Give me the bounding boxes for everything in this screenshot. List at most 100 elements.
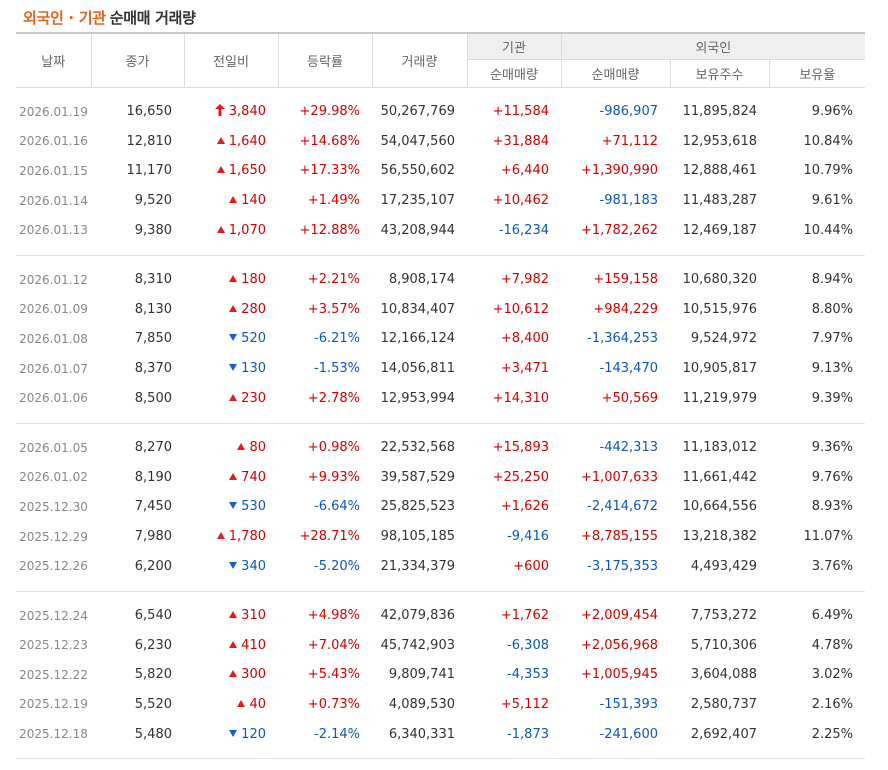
rate-cell-value: -6.21%	[314, 331, 360, 347]
change-cell: 130	[184, 354, 278, 384]
foreign-ratio-cell: 8.80%	[769, 295, 865, 325]
foreign-ratio-cell: 10.44%	[769, 215, 865, 245]
inst-net-cell: -4,353	[467, 660, 561, 690]
close-cell: 5,520	[91, 690, 184, 720]
close-cell-value: 6,540	[134, 608, 172, 624]
close-cell: 7,980	[91, 522, 184, 552]
table-row: 2025.12.29 7,980 1,780 +28.71% 98,105,185 -9,…	[16, 522, 865, 552]
foreign-net-cell-value: +984,229	[593, 301, 658, 317]
foreign-ratio-cell-value: 3.02%	[811, 667, 854, 683]
date-cell: 2025.12.24	[19, 608, 88, 623]
rate-cell: +12.88%	[278, 215, 372, 245]
change-value: 230	[241, 390, 266, 406]
rate-cell-value: +9.93%	[307, 469, 360, 485]
foreign-ratio-cell-value: 8.94%	[811, 272, 854, 288]
change-value: 740	[241, 469, 266, 485]
foreign-shares-cell-value: 12,953,618	[682, 133, 757, 149]
foreign-shares-cell-value: 3,604,088	[690, 667, 757, 683]
close-cell-value: 8,310	[134, 272, 172, 288]
inst-net-cell: -1,873	[467, 719, 561, 749]
date-cell: 2025.12.23	[19, 638, 88, 653]
change-cell: 300	[184, 660, 278, 690]
rate-cell-value: +12.88%	[299, 222, 360, 238]
change-value: 40	[249, 696, 266, 712]
table-row: 2026.01.09 8,130 280 +3.57% 10,834,407 +10,61…	[16, 295, 865, 325]
foreign-shares-cell-value: 5,710,306	[690, 637, 757, 653]
col-group-foreign: 외국인	[561, 33, 866, 60]
change-wrap: 230	[229, 391, 278, 406]
table-row: 2025.12.30 7,450 530 -6.64% 25,825,523 +1,626…	[16, 492, 865, 522]
inst-net-cell-value: +10,462	[492, 193, 549, 209]
inst-net-cell: +7,982	[467, 265, 561, 295]
foreign-net-cell: +8,785,155	[561, 522, 670, 552]
volume-cell: 54,047,560	[372, 127, 467, 157]
foreign-ratio-cell: 9.61%	[769, 186, 865, 216]
inst-net-cell: -16,234	[467, 215, 561, 245]
col-foreign-net: 순매매량	[561, 59, 671, 88]
date-cell: 2025.12.26	[19, 559, 88, 574]
up-triangle-icon	[229, 472, 238, 480]
foreign-shares-cell-value: 13,218,382	[682, 529, 757, 545]
row-spacer	[16, 423, 865, 433]
foreign-ratio-cell-value: 6.49%	[811, 608, 854, 624]
col-volume: 거래량	[372, 33, 468, 88]
foreign-net-cell: +50,569	[561, 383, 670, 413]
rate-cell-value: +17.33%	[299, 163, 360, 179]
volume-cell: 21,334,379	[372, 551, 467, 581]
foreign-ratio-cell-value: 9.76%	[811, 469, 854, 485]
rate-cell: +14.68%	[278, 127, 372, 157]
volume-cell-value: 42,079,836	[380, 608, 455, 624]
foreign-net-cell-value: +1,007,633	[580, 469, 658, 485]
section-title: 외국인 · 기관 순매매 거래량	[23, 7, 196, 28]
volume-cell-value: 9,809,741	[388, 667, 455, 683]
rate-cell: +0.73%	[278, 690, 372, 720]
change-wrap: 130	[229, 361, 278, 376]
volume-cell: 56,550,602	[372, 156, 467, 186]
up-triangle-icon	[216, 532, 225, 540]
rate-cell-value: -5.20%	[314, 558, 360, 574]
foreign-shares-cell: 11,483,287	[670, 186, 769, 216]
table-row: 2026.01.13 9,380 1,070 +12.88% 43,208,944 -16…	[16, 215, 865, 245]
foreign-shares-cell: 3,604,088	[670, 660, 769, 690]
col-change: 전일비	[184, 33, 279, 88]
inst-net-cell-value: -16,234	[498, 222, 549, 238]
change-cell: 40	[184, 690, 278, 720]
table-row: 2026.01.14 9,520 140 +1.49% 17,235,107 +10,46…	[16, 186, 865, 216]
up-triangle-icon	[216, 225, 225, 233]
foreign-net-cell-value: +1,390,990	[580, 163, 658, 179]
rate-cell-value: -2.14%	[314, 726, 360, 742]
rate-cell-value: -6.64%	[314, 499, 360, 515]
foreign-shares-cell-value: 4,493,429	[690, 558, 757, 574]
row-spacer	[16, 255, 865, 265]
change-wrap: 80	[237, 440, 278, 455]
change-value: 120	[241, 726, 266, 742]
foreign-net-cell-value: -143,470	[599, 361, 658, 377]
rate-cell: +9.93%	[278, 463, 372, 493]
inst-net-cell: +11,584	[467, 97, 561, 127]
inst-net-cell: +6,440	[467, 156, 561, 186]
change-cell: 140	[184, 186, 278, 216]
close-cell: 6,230	[91, 631, 184, 661]
close-cell-value: 8,130	[134, 301, 172, 317]
foreign-shares-cell-value: 11,183,012	[682, 440, 757, 456]
inst-net-cell-value: +7,982	[500, 272, 549, 288]
date-cell: 2026.01.07	[19, 361, 88, 376]
change-value: 130	[241, 361, 266, 377]
inst-net-cell: +1,626	[467, 492, 561, 522]
inst-net-cell-value: +1,626	[500, 499, 549, 515]
down-triangle-icon	[229, 729, 238, 737]
foreign-shares-cell: 12,953,618	[670, 127, 769, 157]
foreign-net-cell: +159,158	[561, 265, 670, 295]
inst-net-cell-value: -6,308	[507, 637, 549, 653]
volume-cell: 14,056,811	[372, 354, 467, 384]
close-cell-value: 7,980	[134, 529, 172, 545]
up-triangle-icon	[229, 304, 238, 312]
change-cell: 740	[184, 463, 278, 493]
volume-cell-value: 8,908,174	[388, 272, 455, 288]
col-foreign-shares: 보유주수	[670, 59, 770, 88]
volume-cell: 4,089,530	[372, 690, 467, 720]
volume-cell: 43,208,944	[372, 215, 467, 245]
foreign-net-cell-value: +2,056,968	[580, 637, 658, 653]
rate-cell-value: +7.04%	[307, 637, 360, 653]
volume-cell-value: 4,089,530	[388, 696, 455, 712]
